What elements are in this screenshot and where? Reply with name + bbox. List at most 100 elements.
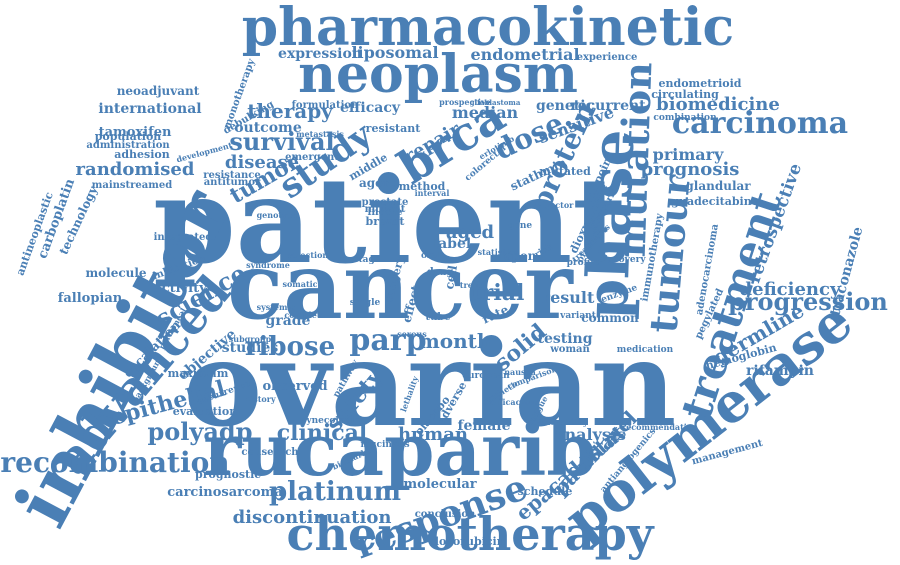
word-deficiency: deficiency	[740, 279, 841, 300]
word-neoadjuvant: neoadjuvant	[117, 84, 200, 98]
word-parp: parp	[349, 323, 426, 358]
word-clinical: clinical	[277, 420, 367, 446]
word-mutant: mutant	[365, 204, 406, 215]
word-method: method	[399, 180, 446, 193]
word-prospective: prospective	[439, 97, 491, 107]
word-european: european	[462, 371, 510, 381]
word-patient: patient	[153, 151, 627, 290]
word-carcinoma: carcinoma	[672, 106, 848, 141]
word-endometrioid: endometrioid	[659, 77, 742, 90]
word-ovarian: ovarian	[184, 314, 677, 453]
word-discontinuation: discontinuation	[233, 507, 392, 528]
word-studies: studies	[222, 340, 279, 356]
word-doxorubicin: doxorubicin	[431, 535, 504, 548]
word-human: human	[398, 424, 468, 445]
word-international: international	[98, 101, 201, 117]
word-month: month	[419, 329, 492, 353]
word-progression: progression	[728, 287, 888, 316]
word-activity: activity	[153, 281, 207, 296]
word-female: female	[457, 418, 510, 434]
word-emergent: emergent	[285, 152, 339, 163]
word-resistance: resistance	[203, 170, 261, 181]
word-neoplasm: neoplasm	[298, 44, 578, 105]
word-prostate: prostate	[362, 197, 409, 208]
word-molecule: molecule	[85, 266, 146, 280]
word-formulation: formulation	[292, 100, 359, 111]
word-carcinosarcoma: carcinosarcoma	[167, 485, 283, 500]
word-guadecitabine: guadecitabine	[671, 195, 758, 208]
word-somatic: somatic	[282, 279, 317, 289]
word-glioblastoma: glioblastoma	[470, 98, 521, 107]
word-schedule: schedule	[518, 485, 573, 498]
word-systemic: systemic	[257, 302, 296, 312]
word-antitumor: antitumor	[204, 177, 261, 188]
word-endometrial: endometrial	[470, 45, 579, 64]
word-platinum: platinum	[269, 477, 401, 507]
word-recombination: recombination	[0, 446, 229, 479]
word-integrated: integrated	[154, 232, 213, 243]
word-tamoxifen: tamoxifen	[99, 125, 172, 140]
word-prognostic: prognostic	[195, 468, 261, 481]
word-history: history	[244, 394, 276, 404]
word-result: result	[542, 288, 595, 307]
word-syndrome: syndrome	[246, 260, 290, 270]
word-mainstreamed: mainstreamed	[92, 180, 172, 191]
word-efficacy: efficacy	[340, 100, 401, 116]
word-cancer: cancer	[227, 232, 574, 340]
word-ribose: ribose	[245, 332, 335, 362]
word-observed: observed	[262, 379, 327, 394]
word-mutated: mutated	[539, 165, 591, 178]
word-single: single	[350, 298, 381, 308]
word-drug: drug	[427, 267, 454, 278]
word-chemotherapy: chemotherapy	[287, 507, 655, 561]
word-metastasis: metastasis	[296, 129, 344, 139]
word-conclusion: conclusion	[415, 509, 476, 520]
word-genetic: genetic	[536, 98, 594, 114]
word-variant: variant	[559, 311, 597, 321]
word-molecular: molecular	[403, 477, 476, 492]
word-analysis: analysis	[554, 425, 626, 444]
word-statistics: statistics	[478, 247, 519, 257]
word-biomedicine: biomedicine	[656, 94, 780, 115]
word-subgroup: subgroup	[229, 334, 272, 344]
word-combination: combination	[653, 113, 717, 123]
word-medication: medication	[617, 345, 674, 355]
word-polyadp: polyadp	[148, 417, 253, 446]
word-expression: expression	[278, 46, 362, 62]
word-stage: stage	[353, 255, 380, 265]
word-oral: oral	[421, 251, 442, 261]
word-discovery: discovery	[598, 255, 646, 265]
word-evaluation: evaluation	[173, 405, 237, 418]
word-profile: profile	[567, 258, 600, 268]
word-maximum: maximum	[168, 367, 229, 380]
word-circulating: circulating	[651, 88, 719, 101]
word-agent: agent	[359, 176, 398, 190]
word-glandular: glandular	[685, 179, 751, 193]
word-tube: tube	[425, 312, 450, 323]
word-primary: primary	[653, 145, 724, 164]
word-fallopian: fallopian	[58, 291, 123, 306]
word-indole: indole	[368, 207, 403, 218]
word-recurrent: recurrent	[570, 98, 646, 114]
word-administration: administration	[86, 140, 170, 151]
word-phase: phase	[573, 128, 648, 320]
word-randomised: randomised	[76, 159, 195, 180]
word-adhesion: adhesion	[114, 148, 170, 161]
word-interval: interval	[415, 188, 450, 198]
word-disease: disease	[225, 152, 299, 173]
word-complete: complete	[284, 310, 325, 320]
word-cellsearch: cellsearch	[241, 447, 299, 458]
word-factor: factor	[547, 200, 575, 210]
word-gynecologic: gynecologic	[300, 416, 360, 426]
word-selection: selection	[288, 250, 329, 260]
word-recommendation: recommendation	[622, 422, 698, 432]
word-tolerability: tolerability	[538, 417, 588, 427]
word-survival: survival	[229, 127, 334, 156]
word-population: population	[95, 130, 162, 143]
word-mutation: mutation	[609, 61, 661, 257]
word-mucinous: mucinous	[360, 440, 409, 450]
word-serous: serous	[397, 329, 427, 339]
word-woman: woman	[549, 344, 590, 355]
word-breast: breast	[366, 215, 406, 228]
